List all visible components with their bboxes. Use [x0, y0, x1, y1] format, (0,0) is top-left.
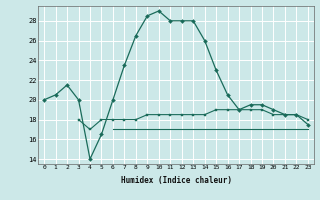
X-axis label: Humidex (Indice chaleur): Humidex (Indice chaleur) — [121, 176, 231, 185]
